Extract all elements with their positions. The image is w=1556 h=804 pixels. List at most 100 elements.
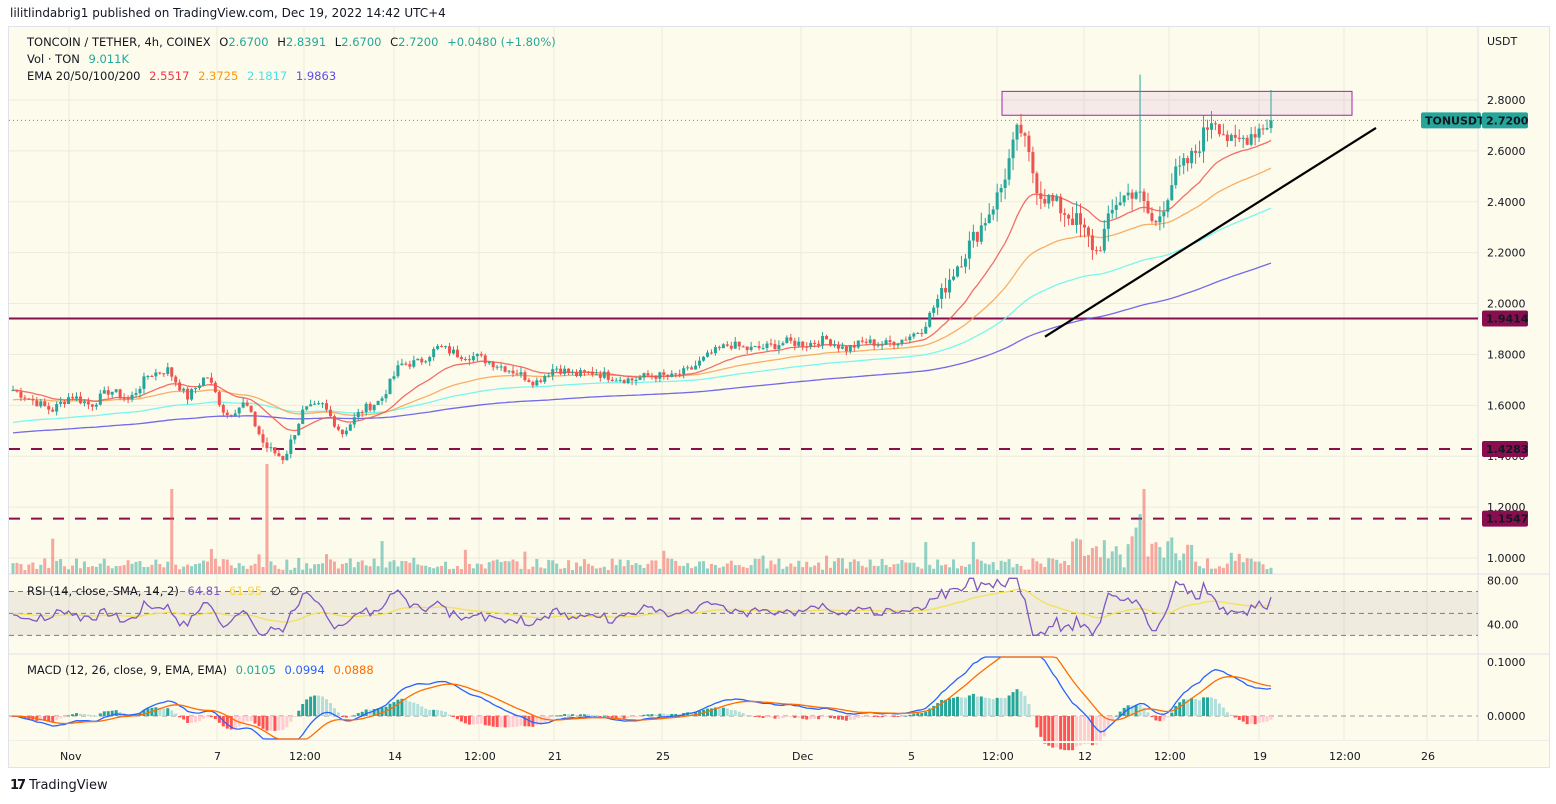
volume-bar [1011,567,1015,574]
candle-body [1206,127,1210,130]
macd-legend[interactable]: MACD (12, 26, close, 9, EMA, EMA) 0.0105… [27,663,379,677]
candle-body [1178,165,1182,167]
candle-body [975,231,979,242]
candle-body [1106,213,1110,229]
volume-bar [503,560,507,574]
candle-body [559,368,563,374]
volume-bar [328,559,332,574]
volume-bar [983,563,987,574]
macd-hist-bar [309,696,313,716]
candle-body [479,354,483,356]
candle-body [888,340,892,343]
volume-bar [451,568,455,574]
candle-body [455,349,459,358]
candle-body [515,373,519,375]
candle-body [31,398,35,401]
time-axis-tick: 25 [656,750,670,763]
macd-hist-bar [971,693,975,716]
volume-bar [1206,558,1210,574]
candle-body [1229,134,1233,141]
macd-hist-bar [1035,716,1039,728]
volume-bar [936,559,940,574]
volume-bar [154,559,158,574]
symbol-badge[interactable]: TONUSDT [1421,112,1485,129]
macd-hist-bar [594,715,598,717]
volume-bar [293,567,297,574]
grid [9,27,1478,741]
level-badge-1-9414[interactable]: 1.9414 [1482,310,1529,327]
macd-hist-bar [487,716,491,726]
volume-bar [761,555,765,574]
ohlc-change: +0.0480 (+1.80%) [447,35,556,49]
rsi-sma-value: 61.95 [229,584,263,598]
resistance-zone[interactable] [1001,90,1353,116]
macd-hist-bar [821,716,825,718]
volume-bar [376,566,380,574]
macd-hist-bar [475,716,479,724]
candle-body [122,398,126,400]
macd-hist-bar [848,716,852,720]
candle-body [221,405,225,413]
macd-hist-bar [753,716,757,717]
ema50-line [12,167,1272,416]
volume-bar [118,566,122,574]
volume-bar [809,567,813,574]
macd-hist-bar [1079,716,1083,746]
macd-hist-bar [705,708,709,716]
macd-hist-bar [642,714,646,716]
rsi-legend[interactable]: RSI (14, close, SMA, 14, 2) 64.81 61.95 … [27,584,304,598]
chart-frame[interactable]: USDT 2.8000 2.6000 2.4000 2.2000 2.0000 1.8000… [8,26,1550,768]
volume-bar [1086,554,1090,574]
candle-body [936,298,940,308]
level-badge-1-4283[interactable]: 1.4283 [1482,441,1528,458]
volume-bar [360,560,364,574]
ohlc-low: L2.6700 [334,35,382,49]
macd-hist-bar [864,716,868,717]
volume-bar [467,563,471,574]
macd-hist-bar [503,716,507,728]
level-badge-1-1547[interactable]: 1.1547 [1482,510,1528,527]
volume-bar [495,559,499,574]
candle-body [1158,216,1162,223]
chart-canvas[interactable]: USDT 2.8000 2.6000 2.4000 2.2000 2.0000 1.8000… [9,27,1549,767]
volume-legend[interactable]: Vol · TON 9.011K [27,52,134,66]
macd-hist-bar [666,714,670,716]
candle-body [864,341,868,343]
macd-hist-bar [440,710,444,716]
volume-bar [1237,553,1241,574]
volume-value: 9.011K [88,52,129,66]
candle-body [1011,139,1015,159]
candle-body [1257,128,1261,138]
volume-bar [1019,565,1023,574]
volume-bar [74,558,78,574]
macd-hist-bar [761,716,765,718]
price-axis-currency: USDT [1487,35,1518,48]
candle-body [182,388,186,391]
candle-body [265,442,269,449]
macd-hist-bar [1027,703,1031,716]
volume-bar [51,538,55,574]
macd-hist-bar [1086,716,1090,744]
tradingview-logo[interactable]: 17 TradingView [10,778,108,793]
candle-body [158,372,162,374]
volume-bar [642,567,646,574]
macd-hist-bar [400,698,404,716]
macd-hist-bar [626,716,630,718]
ema-legend[interactable]: EMA 20/50/100/200 2.5517 2.3725 2.1817 1… [27,69,341,83]
candle-body [1114,204,1118,210]
candle-body [241,402,245,408]
volume-bar [1261,564,1265,574]
candle-body [932,307,936,313]
macd-hist-bar [245,716,249,722]
macd-hist-bar [436,709,440,716]
volume-bar [924,542,928,574]
candle-body [459,357,463,359]
candle-body [872,339,876,346]
candle-body [670,373,674,377]
candle-body [209,377,213,383]
ascending-trendline[interactable] [1044,127,1377,338]
candle-body [924,326,928,334]
candle-body [432,349,436,358]
last-price-badge[interactable]: 2.7200 [1482,112,1529,129]
volume-bar [321,563,325,574]
